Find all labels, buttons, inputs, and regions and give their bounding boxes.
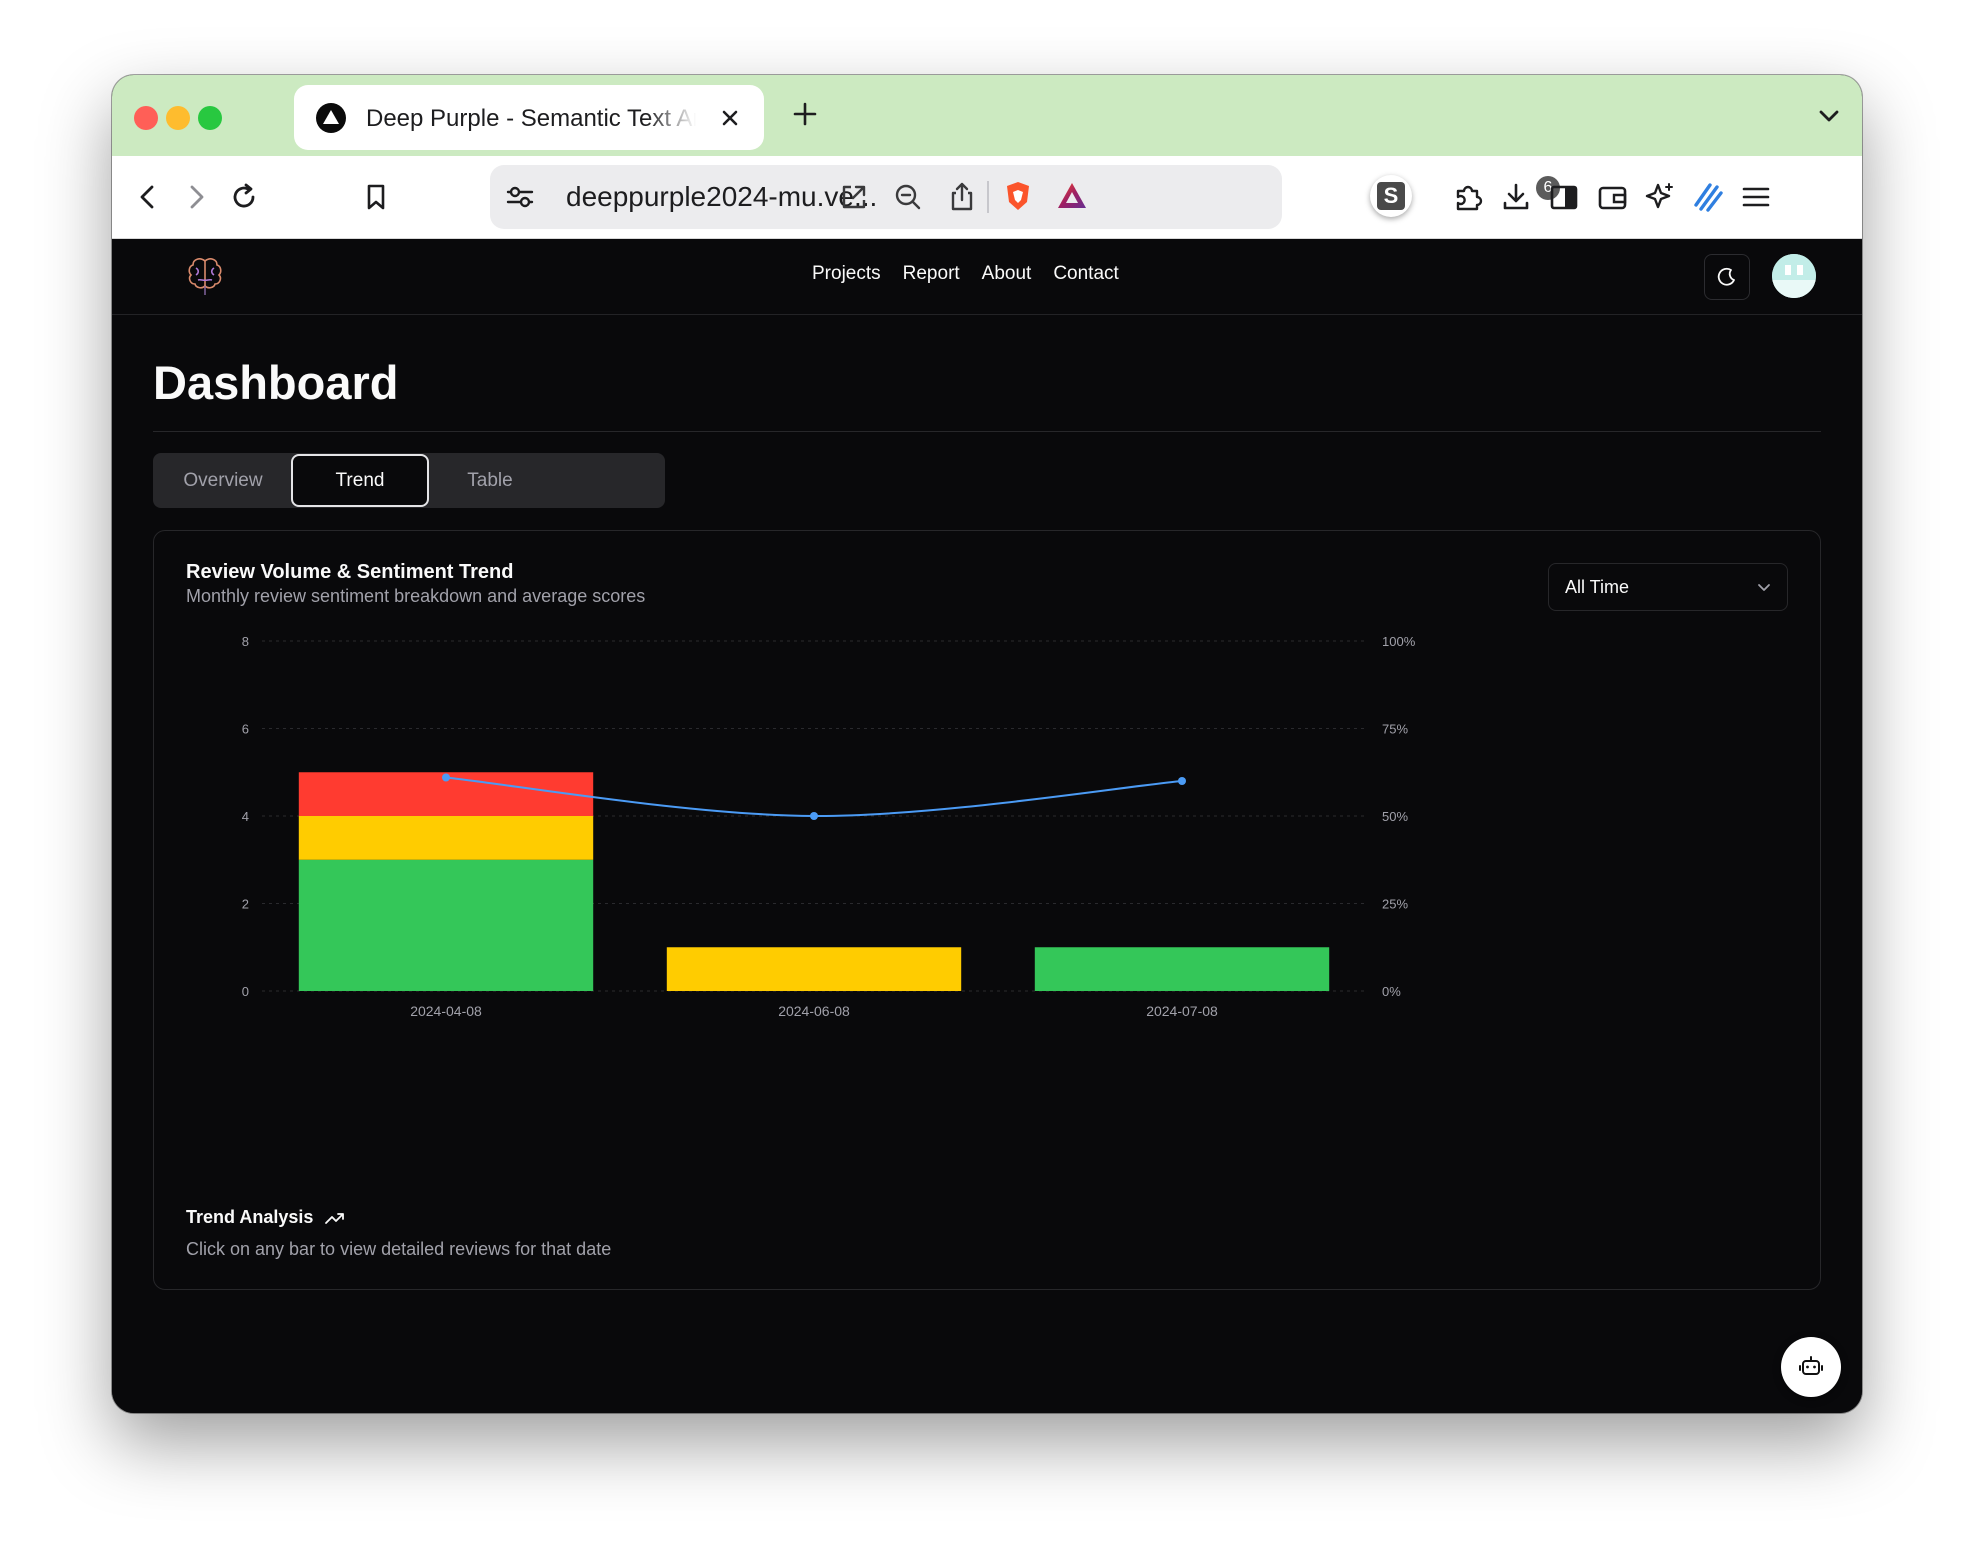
bar-positive[interactable] [298, 859, 594, 991]
nav-link-contact[interactable]: Contact [1053, 263, 1119, 284]
bar-positive[interactable] [1034, 947, 1330, 991]
moon-icon [1717, 267, 1735, 286]
y-tick-label: 8 [242, 634, 249, 649]
y-tick-label: 2 [242, 897, 249, 912]
time-range-value: All Time [1565, 577, 1630, 597]
bot-icon [1799, 1356, 1823, 1375]
tab-table[interactable]: Table [467, 470, 513, 491]
sparkle-ai-icon[interactable] [1642, 179, 1678, 215]
browser-tab-active[interactable]: Deep Purple - Semantic Text Analysis [294, 85, 764, 150]
nav-link-about[interactable]: About [981, 263, 1032, 284]
forward-arrow-icon[interactable] [178, 179, 214, 215]
close-icon[interactable] [714, 102, 746, 134]
trend-card: Review Volume & Sentiment Trend Monthly … [153, 530, 1821, 1290]
y-tick-label: 4 [242, 809, 249, 824]
minimize-window-button[interactable] [166, 106, 190, 130]
card-title: Review Volume & Sentiment Trend [186, 561, 514, 583]
vpn-stripes-icon[interactable] [1690, 179, 1726, 215]
extension-s-label: S [1377, 182, 1405, 210]
brave-rewards-icon[interactable] [1054, 178, 1090, 214]
theme-toggle-button[interactable] [1704, 254, 1750, 300]
brain-logo-icon[interactable] [184, 253, 226, 297]
brave-shield-icon[interactable] [1000, 178, 1036, 214]
trend-analysis-title: Trend Analysis [186, 1207, 314, 1227]
trending-up-icon [325, 1213, 344, 1224]
zoom-out-icon[interactable] [890, 179, 926, 215]
browser-window: Deep Purple - Semantic Text Analysis [112, 75, 1862, 1413]
browser-toolbar: deeppurple2024-mu.ve... 6 [112, 156, 1862, 239]
maximize-window-button[interactable] [198, 106, 222, 130]
toolbar-divider [987, 181, 989, 213]
y2-tick-label: 50% [1382, 809, 1408, 824]
avatar-face-icon [1772, 254, 1816, 298]
nav-link-report[interactable]: Report [902, 263, 960, 284]
close-window-button[interactable] [134, 106, 158, 130]
bar-neutral[interactable] [298, 816, 594, 860]
hamburger-menu-icon[interactable] [1738, 179, 1774, 215]
url-text: deeppurple2024-mu.ve... [566, 181, 878, 212]
web-page: Projects Report About Contact Dashboard [112, 239, 1862, 1413]
y2-tick-label: 100% [1382, 634, 1416, 649]
address-bar[interactable]: deeppurple2024-mu.ve... 6 [490, 165, 1560, 229]
nav-link-projects[interactable]: Projects [812, 263, 881, 284]
time-range-select[interactable]: All Time [1548, 563, 1788, 611]
tab-title: Deep Purple - Semantic Text Analysis [366, 105, 696, 132]
reload-icon[interactable] [226, 179, 262, 215]
plus-icon[interactable] [787, 96, 823, 132]
y2-tick-label: 0% [1382, 984, 1401, 999]
chevron-down-icon [1758, 584, 1770, 591]
x-tick-label: 2024-04-08 [410, 1003, 482, 1019]
puzzle-piece-icon[interactable] [1450, 179, 1486, 215]
chevron-down-icon[interactable] [1814, 101, 1844, 131]
tab-overview[interactable]: Overview [183, 470, 263, 491]
score-point [810, 812, 818, 820]
trend-analysis-hint: Click on any bar to view detailed review… [186, 1239, 612, 1259]
card-subtitle: Monthly review sentiment breakdown and a… [186, 586, 646, 606]
y-tick-label: 6 [242, 722, 249, 737]
sentiment-trend-chart: 0 2 4 6 8 0% 25% 50% 75% 100% 2024-04-08 2024-06-08… [242, 634, 1416, 1019]
title-divider [153, 431, 1821, 432]
sidebar-toggle-icon[interactable] [1546, 179, 1582, 215]
wallet-icon[interactable] [1594, 179, 1630, 215]
x-tick-label: 2024-07-08 [1146, 1003, 1218, 1019]
share-icon[interactable] [944, 179, 980, 215]
y-tick-label: 0 [242, 984, 249, 999]
x-tick-label: 2024-06-08 [778, 1003, 850, 1019]
site-settings-icon[interactable] [502, 179, 538, 215]
page-title: Dashboard [153, 356, 399, 409]
tab-strip: Deep Purple - Semantic Text Analysis [112, 75, 1862, 156]
tab-trend[interactable]: Trend [291, 454, 429, 507]
site-header: Projects Report About Contact [112, 239, 1862, 315]
bar-neutral[interactable] [666, 947, 962, 991]
main-nav: Projects Report About Contact [812, 263, 1119, 285]
open-external-icon[interactable] [836, 179, 872, 215]
download-icon[interactable] [1498, 179, 1534, 215]
vercel-triangle-icon [316, 103, 346, 133]
bookmark-icon[interactable] [358, 179, 394, 215]
dashboard-tabs: Overview Trend Table [153, 453, 665, 508]
extension-s-button[interactable]: S [1370, 175, 1412, 217]
chatbot-button[interactable] [1781, 1337, 1841, 1397]
back-arrow-icon[interactable] [130, 179, 166, 215]
score-point [442, 773, 450, 782]
user-avatar[interactable] [1772, 254, 1816, 298]
y2-tick-label: 75% [1382, 722, 1408, 737]
score-point [1178, 777, 1186, 785]
y2-tick-label: 25% [1382, 897, 1408, 912]
